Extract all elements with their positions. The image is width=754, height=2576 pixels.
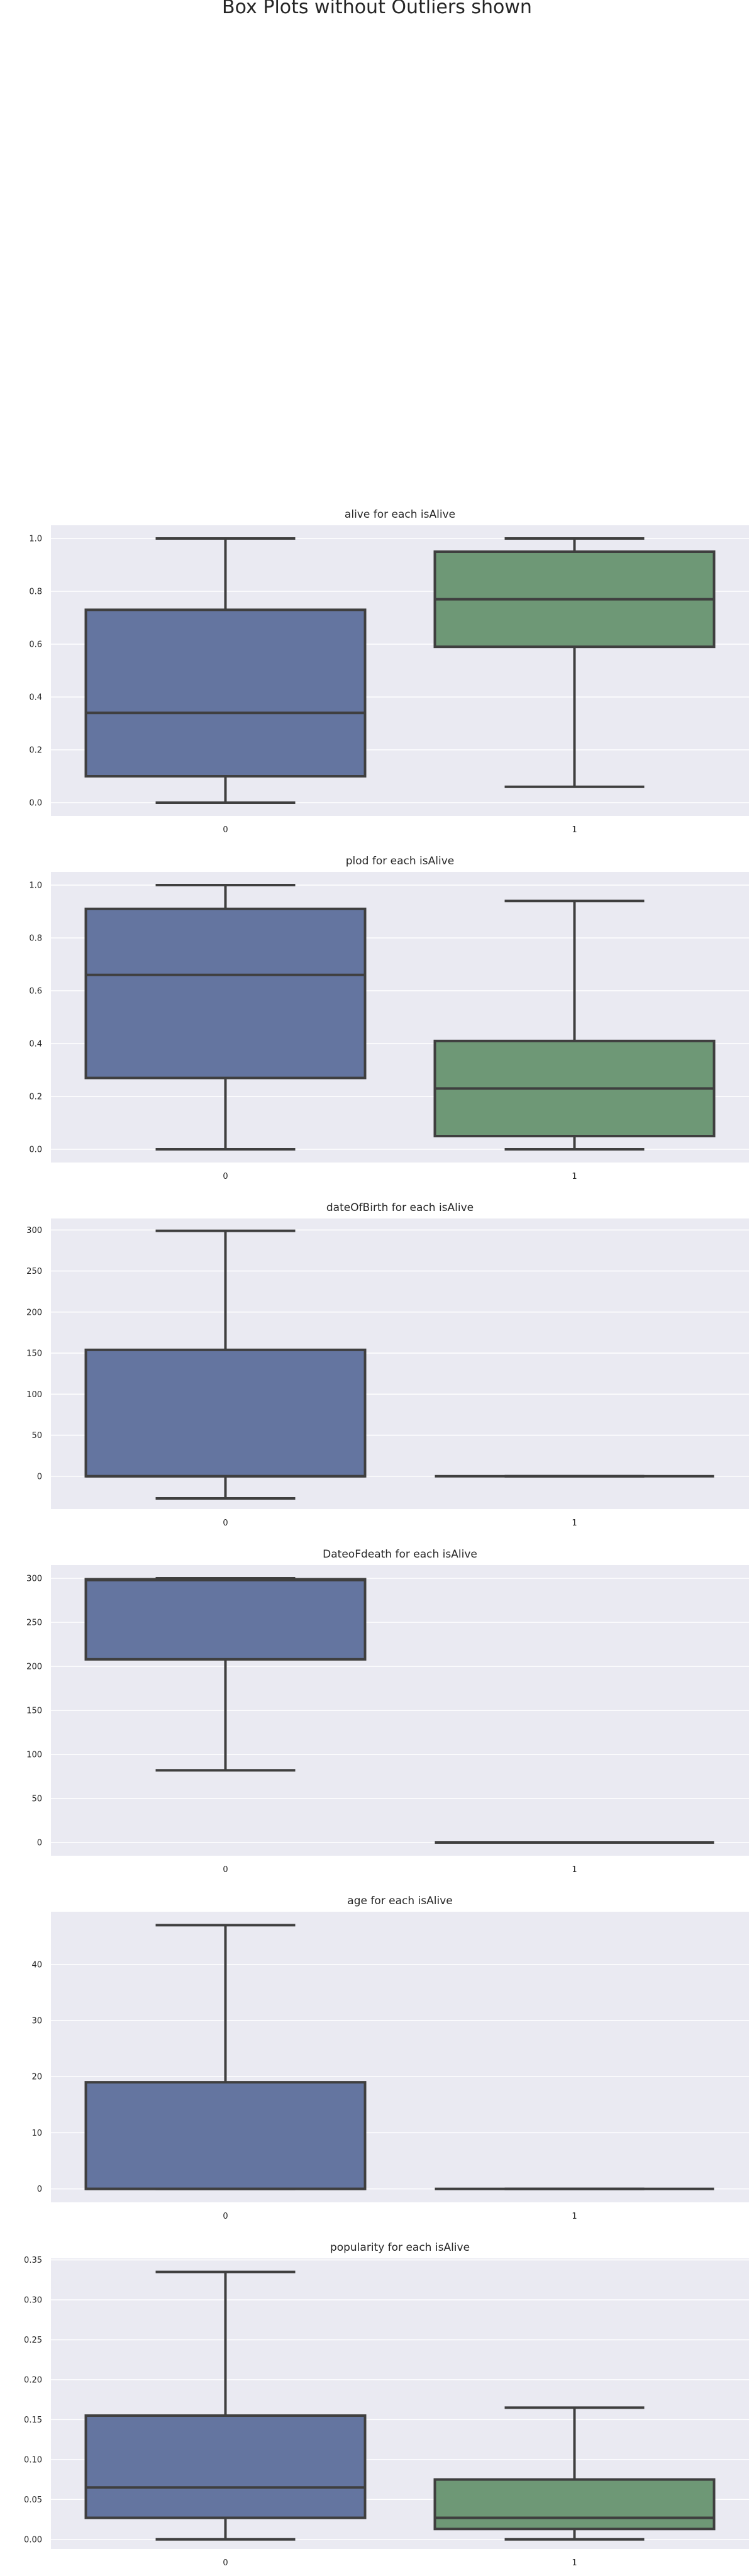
subplot-title: alive for each isAlive — [345, 508, 455, 521]
subplot-title: plod for each isAlive — [346, 855, 454, 867]
y-tick-label: 0.8 — [29, 934, 42, 944]
y-tick-label: 250 — [26, 1267, 42, 1276]
subplot-3: dateOfBirth for each isAlive 0 50 100 150 200… — [26, 1202, 749, 1528]
y-tick-label: 0 — [37, 2185, 42, 2194]
y-tick-label: 0.2 — [29, 746, 42, 756]
y-tick-label: 30 — [31, 2017, 42, 2026]
y-tick-label: 0.8 — [29, 588, 42, 597]
y-tick-label: 150 — [26, 1349, 42, 1359]
y-tick-label: 0.0 — [29, 799, 42, 808]
iqr-box — [84, 2081, 367, 2190]
box-group-0 — [84, 1924, 367, 2190]
y-tick-label: 0.10 — [24, 2455, 42, 2465]
y-tick-label: 300 — [26, 1575, 42, 1584]
x-tick-label: 1 — [572, 2558, 577, 2568]
x-tick-label: 0 — [223, 1172, 228, 1181]
y-tick-label: 250 — [26, 1619, 42, 1628]
box-group-1 — [433, 537, 716, 788]
x-tick-label: 0 — [223, 1519, 228, 1528]
y-tick-label: 0.15 — [24, 2416, 42, 2425]
box-group-1 — [433, 900, 716, 1151]
y-tick-label: 20 — [31, 2073, 42, 2082]
box-group-0 — [84, 884, 367, 1151]
y-tick-label: 300 — [26, 1226, 42, 1235]
x-tick-label: 1 — [572, 825, 577, 835]
y-tick-label: 0.05 — [24, 2495, 42, 2505]
subplot-title: DateoFdeath for each isAlive — [323, 1548, 477, 1561]
figure-title: Box Plots without Outliers shown — [222, 0, 532, 18]
y-tick-label: 50 — [31, 1795, 42, 1804]
y-tick-label: 0.20 — [24, 2375, 42, 2385]
subplot-title: dateOfBirth for each isAlive — [326, 1202, 474, 1214]
y-tick-label: 150 — [26, 1707, 42, 1716]
iqr-box — [84, 608, 367, 778]
y-tick-label: 0.35 — [24, 2256, 42, 2265]
y-tick-label: 0.30 — [24, 2296, 42, 2306]
x-tick-label: 1 — [572, 1865, 577, 1875]
y-tick-label: 1.0 — [29, 535, 42, 544]
subplot-title: popularity for each isAlive — [330, 2241, 470, 2254]
y-tick-label: 0.25 — [24, 2336, 42, 2345]
y-tick-label: 40 — [31, 1960, 42, 1970]
subplot-2: plod for each isAlive 0.0 0.2 0.4 0.6 0.8 1.0 0… — [29, 855, 749, 1181]
x-tick-label: 1 — [572, 1172, 577, 1181]
x-tick-label: 0 — [223, 825, 228, 835]
box-group-0 — [84, 1577, 367, 1772]
y-tick-label: 100 — [26, 1751, 42, 1760]
iqr-box — [84, 907, 367, 1079]
iqr-box — [84, 1348, 367, 1478]
y-tick-label: 1.0 — [29, 881, 42, 891]
y-tick-label: 0 — [37, 1472, 42, 1481]
iqr-box — [84, 1578, 367, 1661]
iqr-box — [433, 2478, 716, 2531]
y-tick-label: 200 — [26, 1663, 42, 1672]
y-tick-label: 0.4 — [29, 693, 42, 703]
y-tick-label: 0 — [37, 1839, 42, 1848]
x-tick-label: 0 — [223, 1865, 228, 1875]
box-group-0 — [84, 2270, 367, 2541]
box-group-0 — [84, 1229, 367, 1500]
subplot-6: popularity for each isAlive 0.00 0.05 0.10 0… — [24, 2241, 749, 2568]
box-group-0 — [84, 537, 367, 804]
y-tick-label: 10 — [31, 2129, 42, 2138]
y-tick-label: 0.4 — [29, 1040, 42, 1049]
y-tick-label: 50 — [31, 1431, 42, 1441]
x-tick-label: 1 — [572, 1519, 577, 1528]
iqr-box — [84, 2414, 367, 2519]
subplot-1: alive for each isAlive 0.0 0.2 0.4 0.6 0.8 1.0… — [29, 508, 749, 835]
x-tick-label: 0 — [223, 2558, 228, 2568]
x-tick-label: 1 — [572, 2212, 577, 2221]
subplot-title: age for each isAlive — [347, 1895, 452, 1907]
y-tick-label: 100 — [26, 1390, 42, 1400]
subplot-4: DateoFdeath for each isAlive 0 50 100 150 200… — [26, 1548, 749, 1875]
box-group-1 — [433, 2406, 716, 2541]
y-tick-label: 200 — [26, 1308, 42, 1317]
y-tick-label: 0.0 — [29, 1146, 42, 1155]
x-tick-label: 0 — [223, 2212, 228, 2221]
subplot-5: age for each isAlive 0 10 20 30 40 0 1 — [31, 1895, 749, 2221]
y-tick-label: 0.2 — [29, 1093, 42, 1102]
y-tick-label: 0.6 — [29, 987, 42, 996]
y-tick-label: 0.00 — [24, 2535, 42, 2545]
y-tick-label: 0.6 — [29, 640, 42, 650]
